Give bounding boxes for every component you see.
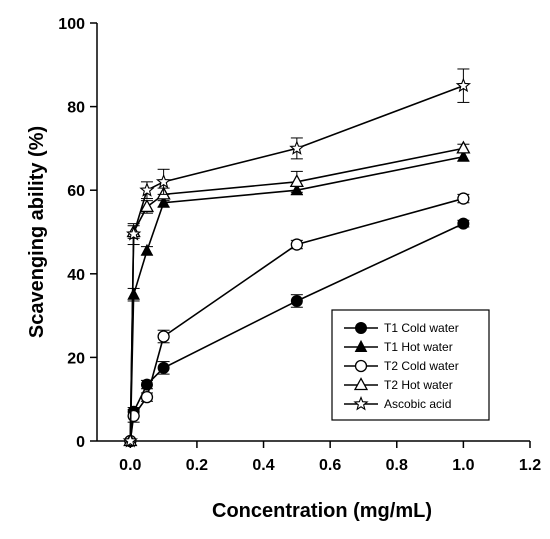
data-point [457, 192, 470, 205]
legend-item: T2 Cold water [344, 359, 459, 373]
legend-marker [353, 395, 369, 411]
data-point [290, 294, 303, 307]
legend-label: T1 Cold water [384, 321, 459, 335]
data-point [127, 409, 140, 423]
x-axis-title: Concentration (mg/mL) [212, 500, 432, 522]
y-tick-label: 0 [76, 434, 85, 451]
data-point [457, 217, 470, 230]
legend: T1 Cold water T1 Hot water T2 Cold water T2… [331, 309, 490, 421]
data-point [456, 140, 471, 154]
series-line [129, 84, 464, 442]
data-point [289, 140, 305, 155]
data-point [290, 238, 303, 251]
series-layer [122, 68, 472, 448]
series-line [129, 155, 464, 442]
x-tick-label: 1.2 [519, 457, 541, 474]
legend-item: T1 Hot water [344, 339, 453, 354]
y-tick-label: 80 [67, 100, 85, 117]
data-point [157, 330, 170, 343]
y-axis-ticks: 0 20 40 60 80 100 [58, 16, 97, 451]
data-point [157, 195, 170, 208]
data-point [455, 77, 472, 93]
legend-marker [354, 339, 368, 352]
data-point [155, 173, 172, 189]
x-axis-ticks: 0.0 0.2 0.4 0.6 0.8 1.0 1.2 [119, 441, 541, 474]
legend-item: T1 Cold water [344, 321, 459, 335]
data-point [139, 199, 155, 213]
legend-label: T2 Hot water [384, 378, 453, 392]
legend-label: T2 Cold water [384, 359, 459, 373]
legend-marker [354, 359, 368, 373]
data-point [139, 182, 155, 197]
data-point [457, 149, 470, 162]
y-tick-label: 40 [67, 267, 85, 284]
series-5 [122, 68, 472, 448]
x-tick-label: 0.4 [252, 457, 274, 474]
data-point [122, 432, 138, 448]
y-tick-label: 60 [67, 183, 85, 200]
data-point [157, 361, 170, 374]
legend-marker [353, 377, 369, 391]
x-tick-label: 0.8 [386, 457, 408, 474]
legend-label: T1 Hot water [384, 340, 453, 354]
data-point [140, 243, 154, 256]
y-tick-label: 100 [58, 16, 85, 33]
data-point [127, 287, 140, 300]
y-axis-title: Scavenging ability (%) [26, 126, 48, 338]
legend-label: Ascobic acid [384, 397, 451, 411]
x-tick-label: 0.2 [186, 457, 208, 474]
data-point [140, 390, 154, 404]
x-tick-label: 1.0 [452, 457, 474, 474]
legend-item: T2 Hot water [344, 377, 453, 392]
y-tick-label: 20 [67, 350, 85, 367]
data-point [289, 173, 304, 187]
legend-marker [355, 322, 367, 334]
series-3 [124, 192, 470, 448]
data-point [126, 226, 142, 241]
x-tick-label: 0.6 [319, 457, 341, 474]
plot-frame [96, 23, 530, 442]
x-tick-label: 0.0 [119, 457, 141, 474]
legend-item: Ascobic acid [344, 395, 451, 411]
